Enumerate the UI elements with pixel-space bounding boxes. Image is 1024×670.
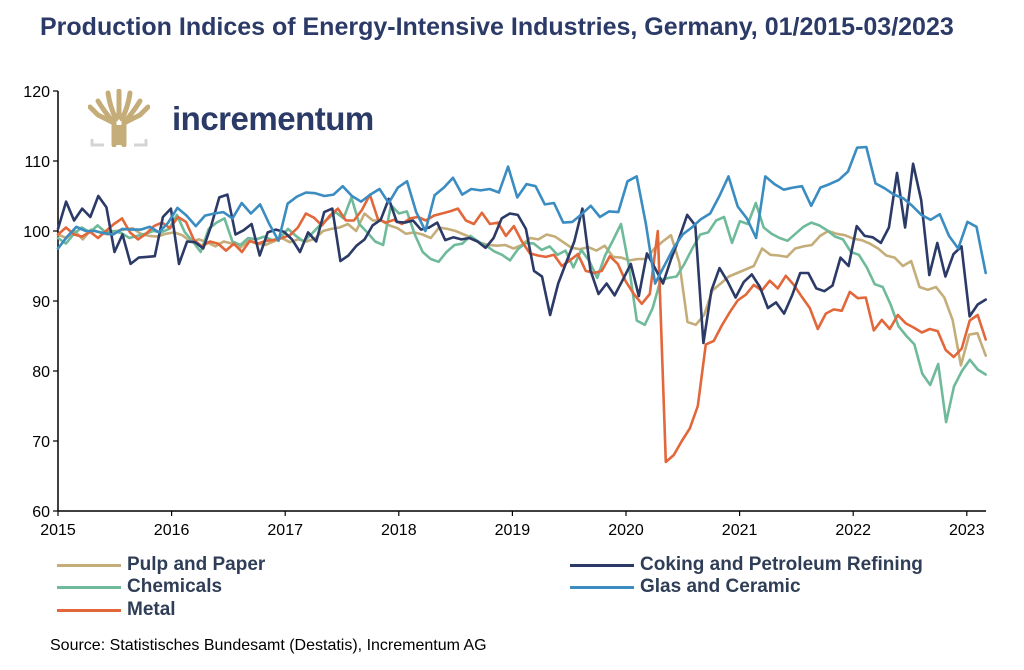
x-tick-label: 2018: [381, 522, 417, 539]
y-tick-label: 90: [32, 294, 50, 311]
x-tick-label: 2022: [835, 522, 871, 539]
x-tick-label: 2021: [722, 522, 758, 539]
x-tick-label: 2015: [40, 522, 76, 539]
source-note: Source: Statistisches Bundesamt (Destati…: [50, 637, 487, 654]
legend-label: Glas and Ceramic: [640, 576, 801, 597]
series-line-metal: [56, 193, 988, 464]
series-line-pulp-and-paper: [56, 212, 988, 367]
x-tick-label: 2023: [949, 522, 985, 539]
y-tick-label: 100: [23, 224, 50, 241]
series-line-glas-and-ceramic: [56, 145, 988, 285]
axes: 60 70 80 90 100 110 120 2015 2016 2017 2018 2019 202…: [23, 84, 986, 539]
series-group: [56, 145, 988, 464]
tree-logo-icon: [88, 89, 150, 147]
y-tick-label: 120: [23, 84, 50, 101]
legend-label: Coking and Petroleum Refining: [640, 554, 923, 575]
series-line-coking-and-petroleum-refining: [56, 162, 988, 345]
y-tick-label: 110: [24, 154, 50, 171]
legend-label: Chemicals: [127, 576, 223, 597]
legend-label: Metal: [127, 599, 176, 620]
chart-title: Production Indices of Energy-Intensive I…: [40, 13, 954, 41]
x-tick-label: 2019: [495, 522, 531, 539]
x-tick-label: 2017: [267, 522, 303, 539]
logo-wordmark: incrementum: [172, 100, 374, 137]
y-tick-label: 60: [32, 504, 50, 521]
legend-swatch: [57, 609, 121, 612]
y-tick-label: 70: [32, 434, 50, 451]
legend-swatch: [570, 564, 634, 567]
legend-swatch: [57, 586, 121, 589]
legend-swatch: [570, 586, 634, 589]
series-line-chemicals: [56, 196, 988, 424]
x-tick-label: 2016: [154, 522, 190, 539]
legend-label: Pulp and Paper: [127, 554, 266, 575]
x-tick-label: 2020: [608, 522, 644, 539]
y-tick-label: 80: [32, 364, 50, 381]
legend-swatch: [57, 564, 121, 567]
